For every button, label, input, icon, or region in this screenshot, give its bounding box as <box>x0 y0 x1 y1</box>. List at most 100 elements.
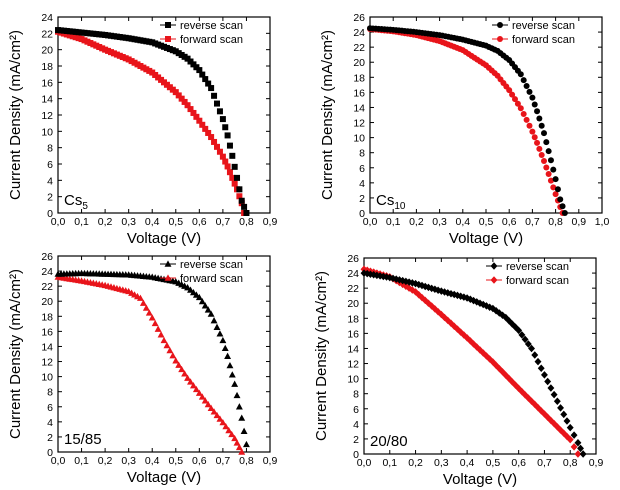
x-axis-title: Voltage (V) <box>449 230 523 247</box>
data-point <box>219 419 227 426</box>
data-point <box>242 440 250 448</box>
legend-label: reverse scan <box>506 261 569 273</box>
data-point <box>181 98 188 105</box>
legend-label: forward scan <box>180 273 243 285</box>
y-tick-label: 16 <box>41 77 53 89</box>
y-tick-label: 14 <box>41 341 53 353</box>
y-tick-label: 26 <box>347 253 359 265</box>
y-tick-label: 24 <box>347 268 359 280</box>
y-tick-label: 6 <box>47 159 53 171</box>
data-point <box>221 344 229 352</box>
legend-marker <box>490 262 498 270</box>
data-point <box>238 414 246 421</box>
data-point <box>214 100 220 107</box>
data-point <box>547 384 555 392</box>
data-point <box>222 124 229 131</box>
data-point <box>529 128 536 135</box>
data-point <box>233 391 241 399</box>
series-forward <box>360 265 582 458</box>
x-tick-label: 0,8 <box>239 455 254 467</box>
data-point <box>557 404 565 412</box>
data-point <box>550 184 557 191</box>
y-axis-title: Current Density (mA/cm²) <box>7 30 24 200</box>
data-point <box>523 116 530 123</box>
data-point <box>226 169 233 176</box>
data-point <box>202 76 209 83</box>
data-point <box>228 430 236 438</box>
chart-panel-15_85: 0,0 0,1 0,2 0,3 0,4 0,5 0,6 0,7 0,8 0,90246810121… <box>7 251 277 486</box>
legend-label: forward scan <box>506 275 569 287</box>
x-tick-label: 0,6 <box>502 216 517 228</box>
data-point <box>543 164 550 171</box>
data-point <box>570 443 578 451</box>
y-tick-label: 0 <box>47 447 53 459</box>
x-tick-label: 0,9 <box>589 457 604 469</box>
data-point <box>552 191 559 198</box>
data-point <box>196 67 203 74</box>
data-point <box>541 157 547 164</box>
data-point <box>181 370 189 377</box>
legend-marker <box>164 274 172 281</box>
data-point <box>241 203 248 210</box>
series-forward <box>55 28 248 216</box>
y-axis-title: Current Density (mA/cm²) <box>313 271 330 441</box>
y-tick-label: 12 <box>347 359 359 371</box>
data-point <box>226 142 233 149</box>
y-tick-label: 4 <box>359 178 365 190</box>
y-tick-label: 14 <box>347 343 359 355</box>
data-point <box>193 113 200 120</box>
data-point <box>207 404 215 411</box>
y-tick-label: 6 <box>47 402 53 414</box>
data-point <box>553 397 561 405</box>
data-point <box>538 151 545 158</box>
x-tick-label: 0,3 <box>121 455 136 467</box>
legend-marker <box>165 36 171 42</box>
legend-marker <box>165 22 171 28</box>
y-tick-label: 12 <box>41 357 53 369</box>
data-point <box>198 298 206 305</box>
x-tick-label: 0,0 <box>51 216 66 228</box>
chart-panel-cs10: 0,0 0,1 0,2 0,3 0,4 0,5 0,6 0,7 0,8 0,9 1,00246810… <box>319 12 609 247</box>
y-tick-label: 20 <box>41 45 53 57</box>
data-point <box>231 380 239 387</box>
data-point <box>541 130 547 137</box>
data-point <box>559 203 566 210</box>
data-point <box>518 331 526 339</box>
data-point <box>233 439 241 446</box>
y-tick-label: 16 <box>41 326 53 338</box>
panel-label: Cs10 <box>376 192 406 212</box>
data-point <box>231 163 238 170</box>
data-point <box>178 365 186 373</box>
data-point <box>199 71 206 78</box>
data-point <box>208 85 215 92</box>
data-point <box>570 431 578 439</box>
data-point <box>235 443 243 451</box>
y-tick-label: 16 <box>347 328 359 340</box>
data-point <box>243 210 250 216</box>
y-tick-label: 2 <box>47 192 53 204</box>
y-tick-label: 22 <box>41 28 53 40</box>
data-point <box>517 105 524 112</box>
data-point <box>210 408 218 415</box>
data-point <box>205 129 212 136</box>
x-tick-label: 0,7 <box>216 216 231 228</box>
x-axis-title: Voltage (V) <box>127 230 201 247</box>
data-point <box>560 410 568 419</box>
data-point <box>211 138 218 145</box>
data-point <box>234 174 241 181</box>
data-point <box>520 111 527 118</box>
data-point <box>547 157 554 164</box>
data-point <box>574 450 582 458</box>
y-tick-label: 6 <box>359 163 365 175</box>
data-point <box>196 117 203 124</box>
data-point <box>537 407 545 415</box>
data-point <box>204 306 212 313</box>
data-point <box>514 100 521 107</box>
data-point <box>236 193 243 200</box>
legend: reverse scan forward scan <box>160 20 243 46</box>
data-point <box>142 304 150 311</box>
data-point <box>553 423 561 431</box>
data-point <box>216 108 223 115</box>
y-tick-label: 26 <box>353 12 365 24</box>
legend-label: forward scan <box>180 34 243 46</box>
